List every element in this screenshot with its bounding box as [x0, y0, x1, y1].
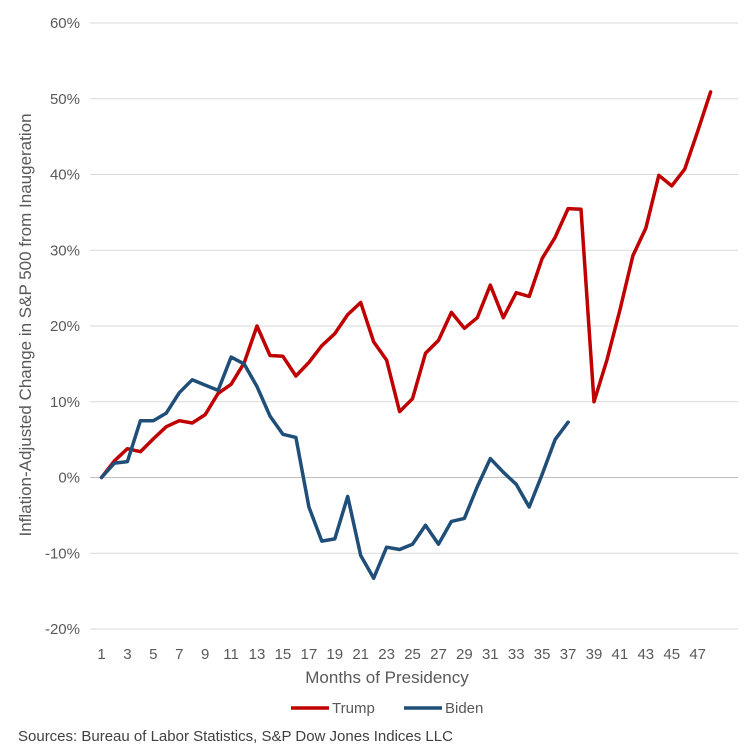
x-tick-label: 37 — [560, 646, 577, 663]
legend-entry-biden: Biden — [404, 700, 483, 717]
y-tick-label: 10% — [50, 394, 80, 411]
x-tick-label: 9 — [201, 646, 209, 663]
y-tick-label: -10% — [45, 545, 80, 562]
x-tick-label: 13 — [249, 646, 266, 663]
x-axis-title: Months of Presidency — [305, 668, 469, 687]
x-tick-label: 17 — [301, 646, 318, 663]
y-axis-title: Inflation-Adjusted Change in S&P 500 fro… — [16, 113, 35, 536]
x-tick-label: 45 — [663, 646, 680, 663]
x-tick-label: 25 — [404, 646, 421, 663]
x-tick-label: 21 — [352, 646, 369, 663]
y-tick-label: 0% — [58, 470, 80, 487]
legend-label: Biden — [445, 700, 483, 717]
x-tick-label: 47 — [689, 646, 706, 663]
x-tick-label: 23 — [378, 646, 395, 663]
y-tick-label: 60% — [50, 15, 80, 32]
gridlines — [90, 22, 738, 630]
x-tick-label: 43 — [637, 646, 654, 663]
legend-label: Trump — [332, 700, 375, 717]
x-tick-label: 29 — [456, 646, 473, 663]
x-tick-labels: 1 3 5 7 9 11 13 15 17 19 21 23 25 27 29 31 33 35 37 39 41 43 4… — [97, 646, 706, 663]
x-tick-label: 15 — [275, 646, 292, 663]
y-tick-label: 40% — [50, 167, 80, 184]
x-tick-label: 11 — [223, 646, 239, 663]
y-tick-label: 20% — [50, 318, 80, 335]
source-note: Sources: Bureau of Labor Statistics, S&P… — [18, 728, 453, 745]
x-tick-label: 1 — [97, 646, 105, 663]
x-tick-label: 19 — [326, 646, 343, 663]
x-tick-label: 5 — [149, 646, 157, 663]
x-tick-label: 39 — [586, 646, 603, 663]
y-tick-label: -20% — [45, 621, 80, 638]
x-tick-label: 31 — [482, 646, 499, 663]
x-tick-label: 33 — [508, 646, 525, 663]
series-line-trump — [99, 90, 713, 480]
series-lines — [99, 90, 713, 580]
y-tick-label: 50% — [50, 91, 80, 108]
x-tick-label: 7 — [175, 646, 183, 663]
x-tick-label: 35 — [534, 646, 551, 663]
series-line-biden — [99, 355, 570, 580]
x-tick-label: 41 — [612, 646, 629, 663]
y-tick-label: 30% — [50, 242, 80, 259]
y-tick-labels: -20% -10% 0% 10% 20% 30% 40% 50% 60% — [45, 15, 80, 638]
legend: Trump Biden — [291, 700, 483, 717]
x-tick-label: 3 — [123, 646, 131, 663]
legend-entry-trump: Trump — [291, 700, 375, 717]
x-tick-label: 27 — [430, 646, 447, 663]
